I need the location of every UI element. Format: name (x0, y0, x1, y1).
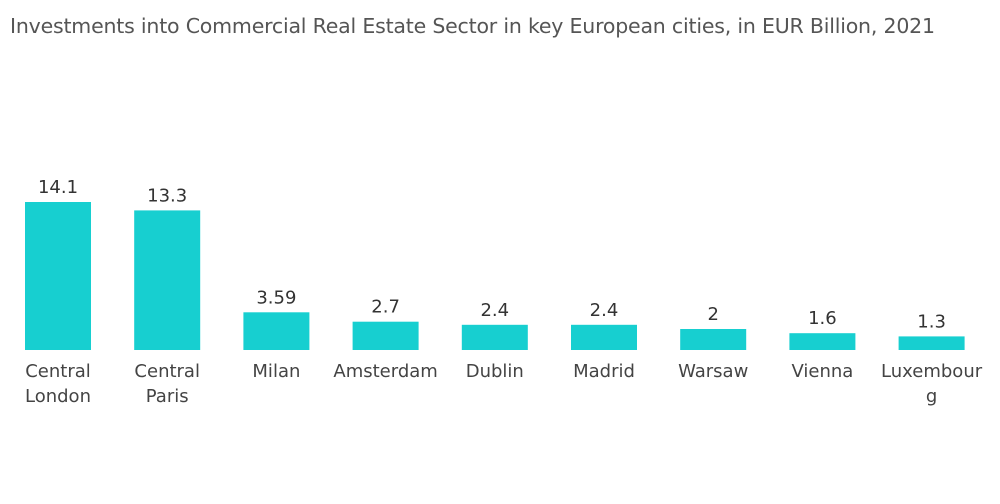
value-label: 2.7 (371, 297, 400, 318)
category-label: London (25, 386, 91, 407)
value-label: 14.1 (38, 177, 78, 198)
category-label: Madrid (573, 361, 635, 382)
bar (243, 312, 310, 350)
category-labels-group: Central London Central Paris Milan Amsterdam D… (25, 361, 983, 407)
value-label: 1.3 (917, 311, 946, 332)
category-label: Central (25, 361, 91, 382)
value-label: 2 (707, 304, 718, 325)
category-label: Milan (252, 361, 300, 382)
bar (461, 324, 528, 350)
category-label: Dublin (466, 361, 524, 382)
category-label: g (926, 386, 937, 407)
value-label: 2.4 (590, 300, 619, 321)
bar (680, 329, 747, 350)
bar (789, 333, 856, 350)
bar (352, 321, 419, 350)
bar (25, 202, 91, 350)
bar (134, 210, 201, 350)
category-label: Central (134, 361, 200, 382)
bars-group (25, 202, 965, 350)
bar (571, 324, 637, 350)
bar (898, 336, 965, 350)
category-label: Amsterdam (333, 361, 437, 382)
category-label: Luxembour (881, 361, 983, 382)
category-label: Paris (146, 386, 189, 407)
chart-title: Investments into Commercial Real Estate … (10, 14, 935, 38)
category-label: Vienna (791, 361, 853, 382)
value-label: 1.6 (808, 308, 837, 329)
value-labels-group: 14.1 13.3 3.59 2.7 2.4 2.4 2 1.6 1.3 (38, 177, 946, 332)
category-label: Warsaw (678, 361, 748, 382)
value-label: 13.3 (147, 185, 187, 206)
value-label: 2.4 (480, 300, 509, 321)
value-label: 3.59 (256, 287, 296, 308)
